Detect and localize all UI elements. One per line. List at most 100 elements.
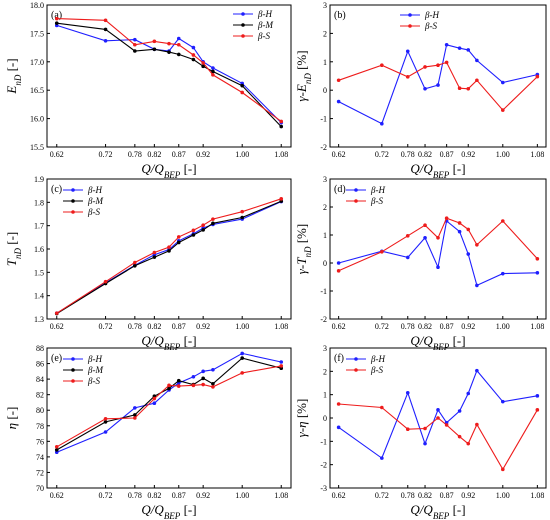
legend: β-Hβ-S [346, 185, 385, 206]
x-tick-label: 0.92 [461, 491, 475, 500]
series-S [54, 16, 284, 124]
data-point [201, 61, 205, 65]
y-tick-label: 2 [323, 29, 327, 38]
x-tick-label: 0.82 [418, 322, 432, 331]
x-tick-label: 1.08 [530, 150, 544, 159]
y-tick-label: 78 [36, 422, 44, 431]
y-tick-label: 1.4 [34, 292, 44, 301]
x-tick-label: 1.08 [274, 491, 288, 500]
data-point [211, 217, 215, 221]
data-point [457, 46, 462, 50]
y-tick-label: 76 [36, 437, 44, 446]
y-axis-label-unit: [-] [4, 407, 19, 423]
data-point [535, 394, 540, 398]
series-line [56, 24, 282, 123]
x-tick-label: 0.62 [50, 491, 64, 500]
data-point [191, 57, 196, 62]
y-tick-label: 3 [323, 344, 327, 353]
data-point [191, 53, 196, 57]
data-point [444, 423, 449, 427]
legend-item: β-S [63, 376, 100, 386]
x-tick-label: 0.72 [99, 150, 113, 159]
data-point [176, 240, 181, 245]
x-tick-label: 0.72 [375, 322, 389, 331]
panel-tag: (e) [51, 353, 62, 364]
y-tick-label: 82 [36, 391, 44, 400]
x-tick-label: 0.82 [418, 491, 432, 500]
x-tick-label: 0.92 [461, 322, 475, 331]
data-point [501, 467, 505, 472]
y-tick-label: 15.5 [30, 143, 44, 152]
data-point [211, 221, 215, 226]
y-tick-label: 0 [323, 86, 327, 95]
data-point [54, 311, 59, 315]
legend-item: β-H [63, 354, 102, 364]
data-point [201, 382, 205, 387]
legend-label: β-M [87, 196, 103, 206]
data-point [405, 427, 410, 432]
x-axis-label-main: Q/Q [141, 502, 164, 517]
x-tick-label: 1.00 [496, 322, 510, 331]
y-axis-label: η [-] [4, 407, 19, 430]
x-axis-label-unit: [-] [449, 502, 465, 517]
y-tick-label: 1.5 [34, 268, 44, 277]
x-axis-label-unit: [-] [180, 333, 196, 348]
series-S [336, 402, 540, 472]
data-point [466, 391, 471, 396]
data-point [336, 261, 341, 265]
data-point [191, 233, 196, 237]
panel-tag: (c) [51, 184, 62, 195]
data-point [436, 83, 440, 87]
data-point [191, 374, 196, 379]
legend-label: β-H [87, 354, 102, 364]
legend-swatch-marker [71, 210, 75, 214]
x-tick-label: 0.92 [196, 491, 210, 500]
y-axis-label: EnD [-] [4, 58, 23, 94]
x-tick-label: 0.87 [440, 322, 454, 331]
data-point [240, 215, 244, 220]
x-tick-label: 1.00 [235, 322, 249, 331]
legend-item: β-M [63, 196, 103, 206]
legend-item: β-H [346, 354, 385, 364]
data-point [457, 86, 462, 91]
data-point [133, 49, 137, 53]
plot-frame [329, 178, 547, 320]
x-tick-label: 0.87 [440, 491, 454, 500]
y-axis-label-sub: nD [303, 246, 313, 258]
data-point [436, 416, 440, 420]
y-tick-label: 72 [36, 468, 44, 477]
data-point [152, 250, 157, 255]
data-point [466, 48, 471, 52]
y-tick-label: 80 [36, 406, 44, 415]
x-tick-label: 0.82 [418, 150, 432, 159]
x-tick-label: 1.08 [274, 150, 288, 159]
data-point [103, 416, 108, 421]
y-tick-label: 88 [36, 344, 44, 353]
legend-label: β-S [257, 31, 270, 41]
legend-item: β-H [400, 10, 439, 20]
legend-swatch-marker [71, 379, 75, 383]
data-point [103, 38, 108, 43]
y-tick-label: 1.8 [34, 198, 44, 207]
y-tick-label: 1 [323, 231, 327, 240]
data-point [279, 119, 284, 124]
legend-swatch-marker [354, 357, 358, 361]
data-point [501, 399, 505, 404]
x-axis-label-unit: [-] [449, 161, 465, 176]
x-axis-label: Q/QBEP [-] [141, 333, 196, 352]
x-axis-label: Q/QBEP [-] [141, 502, 196, 520]
y-tick-label: 70 [36, 484, 44, 493]
data-point [380, 405, 384, 410]
data-point [501, 219, 505, 223]
x-axis-label-main: Q/Q [141, 333, 164, 348]
data-point [240, 356, 244, 360]
data-point [380, 63, 384, 68]
y-axis-label-main: γ-η [294, 421, 309, 437]
y-axis-label-unit: [%] [294, 224, 309, 247]
x-tick-label: 0.82 [147, 491, 161, 500]
legend-label: β-S [87, 207, 100, 217]
data-point [211, 381, 215, 386]
x-axis-label: Q/QBEP [-] [410, 502, 465, 520]
y-tick-label: 74 [36, 453, 44, 462]
series-line [56, 200, 282, 315]
